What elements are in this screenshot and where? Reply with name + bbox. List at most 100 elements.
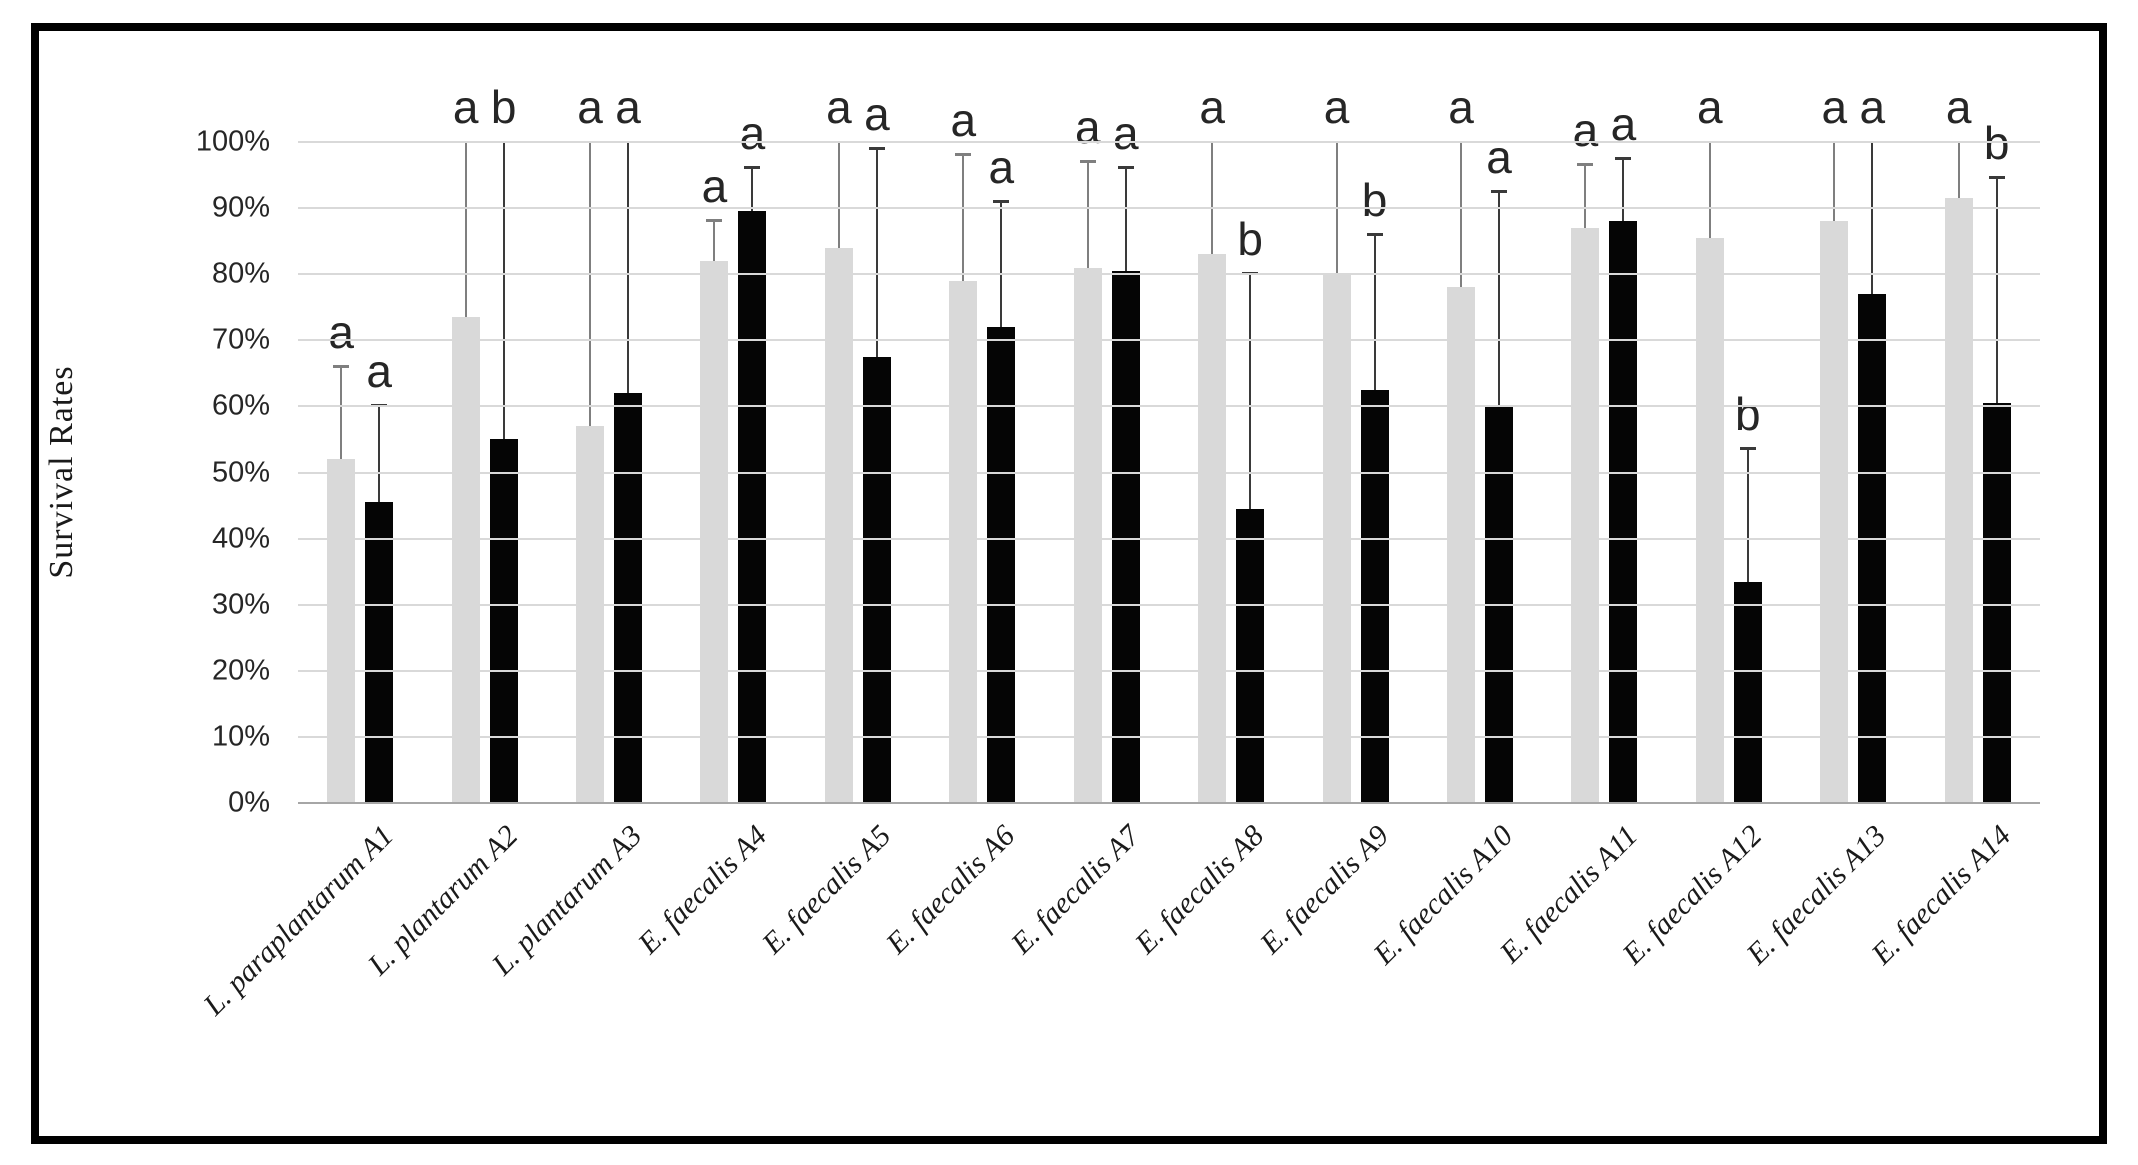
y-tick-label: 70% xyxy=(211,323,270,356)
bar-slot: a xyxy=(1111,110,1140,803)
significance-letter: a xyxy=(826,81,852,133)
bar-slot: a xyxy=(1447,84,1475,803)
significance-letter: a xyxy=(1572,104,1599,157)
significance-letter: b xyxy=(490,81,517,133)
significance-letter: a xyxy=(328,305,354,358)
error-bar xyxy=(713,221,716,261)
significance-letter: a xyxy=(1859,81,1886,133)
bar-black-series xyxy=(738,211,767,803)
significance-letter: a xyxy=(615,81,641,133)
significance-letter: b xyxy=(1237,213,1263,266)
significance-letter: a xyxy=(1821,81,1848,133)
error-bar xyxy=(464,142,467,318)
bar-slot: a xyxy=(576,84,605,803)
bar-slot: a xyxy=(949,97,978,803)
gridline xyxy=(298,405,2040,408)
error-bar xyxy=(1249,274,1252,509)
error-bar xyxy=(1000,201,1003,328)
significance-letter: b xyxy=(1983,117,2010,170)
bar-slot: a xyxy=(614,84,643,803)
error-bar xyxy=(1124,168,1127,271)
bar-slot: b xyxy=(1733,142,1762,803)
y-tick-label: 40% xyxy=(211,522,270,555)
error-bar xyxy=(378,406,381,503)
significance-letter: a xyxy=(1697,81,1723,133)
gridline xyxy=(298,603,2040,606)
bar-black-series xyxy=(1609,221,1638,803)
error-bar xyxy=(502,142,505,440)
bar-slot: b xyxy=(1236,142,1265,803)
bar-slot: a xyxy=(365,142,394,803)
y-tick-label: 30% xyxy=(211,588,270,621)
y-tick-label: 0% xyxy=(228,786,270,819)
bar-gray-series xyxy=(1073,267,1102,803)
error-bar xyxy=(1871,142,1874,295)
significance-letter: a xyxy=(577,81,603,133)
error-bar-cap xyxy=(955,153,972,157)
error-bar xyxy=(1211,142,1214,255)
significance-letter: a xyxy=(950,94,977,147)
bar-black-series xyxy=(614,393,643,803)
bar-slot: a xyxy=(862,91,891,803)
bar-slot: a xyxy=(1858,84,1887,803)
bar-slot: a xyxy=(1073,104,1102,803)
significance-letter: a xyxy=(1112,107,1139,160)
error-bar xyxy=(1584,165,1587,228)
bar-slot: a xyxy=(1609,101,1638,803)
error-bar-cap xyxy=(1079,159,1096,163)
error-bar-cap xyxy=(1615,156,1632,160)
error-bar xyxy=(962,155,965,281)
bar-slot: a xyxy=(1820,84,1849,803)
significance-letter: b xyxy=(1361,173,1388,226)
error-bar xyxy=(1498,191,1500,407)
bar-slot: a xyxy=(738,110,767,803)
gridline xyxy=(298,669,2040,672)
y-tick-label: 90% xyxy=(211,191,270,224)
error-bar xyxy=(1460,142,1462,288)
significance-letter: a xyxy=(366,345,392,398)
bar-gray-series xyxy=(451,317,480,803)
y-tick-label: 20% xyxy=(211,654,270,687)
significance-letter: a xyxy=(701,160,728,213)
gridline xyxy=(298,339,2040,342)
gridline xyxy=(298,273,2040,276)
error-bar-cap xyxy=(1739,447,1756,451)
bar-gray-series xyxy=(949,280,978,803)
error-bar xyxy=(589,142,592,427)
error-bar-cap xyxy=(993,199,1010,203)
significance-letter: b xyxy=(1735,388,1761,441)
gridline xyxy=(298,735,2040,738)
error-bar-cap xyxy=(706,219,723,223)
error-bar xyxy=(1086,161,1089,268)
significance-letter: a xyxy=(452,81,479,133)
significance-letter: a xyxy=(1448,81,1474,133)
y-tick-label: 100% xyxy=(195,125,270,158)
bar-slot: a xyxy=(1198,84,1227,803)
bar-gray-series xyxy=(1571,227,1600,803)
bar-gray-series xyxy=(1820,221,1849,803)
y-tick-label: 50% xyxy=(211,456,270,488)
bar-black-series xyxy=(1733,581,1762,803)
significance-letter: a xyxy=(739,107,766,160)
bar-black-series xyxy=(1858,294,1887,803)
error-bar-cap xyxy=(1366,232,1383,236)
bar-gray-series xyxy=(824,247,853,803)
error-bar xyxy=(1995,178,1998,404)
gridline xyxy=(298,141,2040,143)
bar-slot: a xyxy=(1695,84,1724,803)
bar-gray-series xyxy=(1447,287,1475,803)
error-bar xyxy=(837,142,840,248)
bar-black-series xyxy=(365,502,394,803)
bar-black-series xyxy=(987,327,1016,803)
bar-slot: a xyxy=(1571,107,1600,803)
significance-letter: a xyxy=(1610,97,1637,150)
bar-black-series xyxy=(862,356,891,803)
